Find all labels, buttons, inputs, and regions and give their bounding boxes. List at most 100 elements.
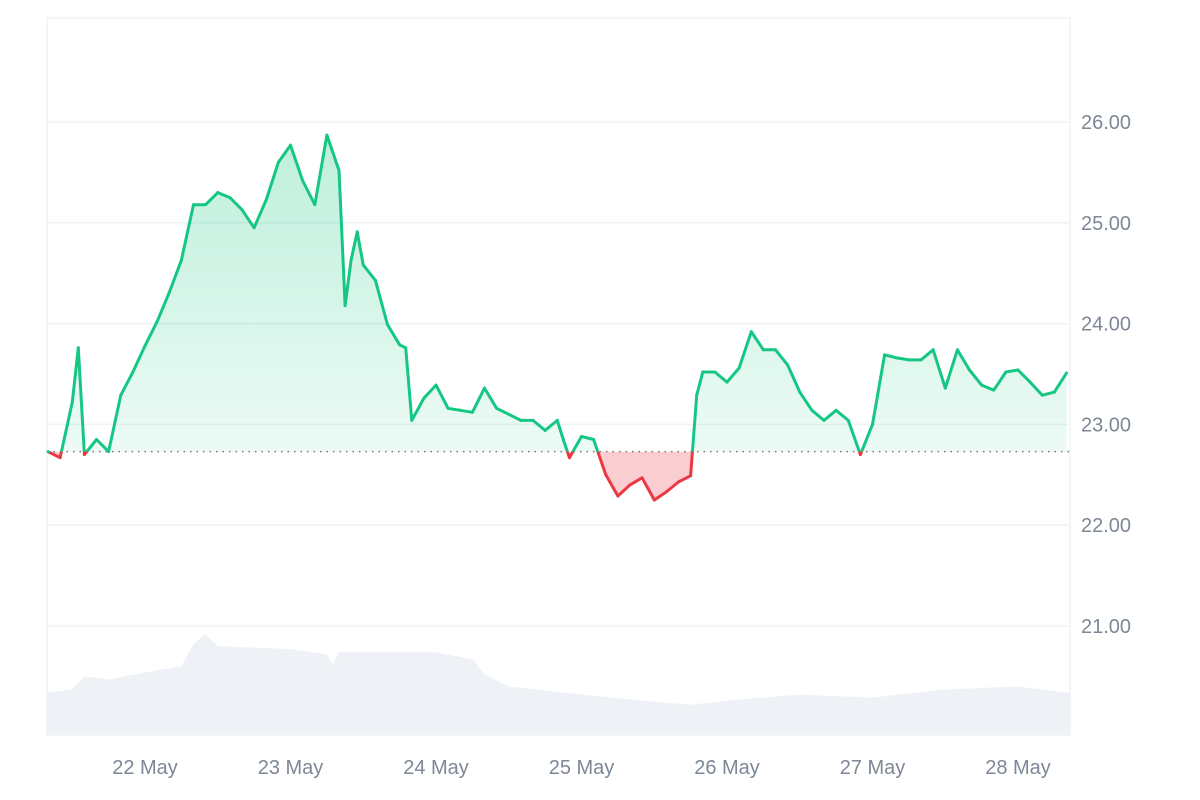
price-point bbox=[131, 370, 135, 374]
price-point bbox=[228, 196, 232, 200]
price-point bbox=[822, 418, 826, 422]
price-point bbox=[919, 358, 923, 362]
price-point bbox=[398, 343, 402, 347]
price-point bbox=[386, 323, 389, 327]
price-point bbox=[543, 428, 547, 432]
y-tick-label: 24.00 bbox=[1081, 314, 1131, 336]
price-point bbox=[1052, 390, 1056, 394]
price-point bbox=[507, 412, 511, 416]
price-point bbox=[179, 258, 183, 262]
price-point bbox=[361, 263, 365, 267]
price-point bbox=[628, 483, 632, 487]
price-points bbox=[46, 133, 1068, 502]
price-point bbox=[82, 453, 86, 457]
price-point bbox=[349, 258, 353, 262]
price-point bbox=[483, 386, 486, 390]
price-point bbox=[992, 388, 996, 392]
price-point bbox=[276, 160, 280, 164]
price-point bbox=[555, 418, 559, 422]
price-point bbox=[931, 348, 935, 352]
price-point bbox=[422, 396, 426, 400]
price-point bbox=[774, 348, 777, 352]
x-tick-label: 28 May bbox=[985, 757, 1051, 779]
y-axis: 21.00 22.00 23.00 24.00 25.00 26.00 bbox=[1081, 112, 1131, 638]
y-tick-label: 23.00 bbox=[1081, 414, 1131, 436]
price-point bbox=[289, 143, 292, 147]
price-point bbox=[883, 353, 887, 357]
price-point bbox=[216, 191, 220, 195]
price-point bbox=[355, 230, 359, 234]
price-point bbox=[677, 480, 680, 484]
price-point bbox=[1004, 370, 1008, 374]
price-point bbox=[373, 278, 377, 282]
price-point bbox=[871, 422, 874, 426]
price-point bbox=[689, 474, 693, 478]
price-point bbox=[76, 346, 80, 350]
price-point bbox=[943, 386, 947, 390]
price-point bbox=[531, 418, 535, 422]
x-tick-label: 25 May bbox=[549, 757, 615, 779]
price-point bbox=[701, 370, 705, 374]
price-area-above-baseline bbox=[48, 135, 1067, 452]
price-point bbox=[786, 363, 790, 367]
price-point bbox=[264, 198, 268, 202]
price-point bbox=[167, 290, 171, 294]
price-point bbox=[470, 410, 474, 414]
price-point bbox=[301, 178, 305, 182]
price-point bbox=[252, 226, 256, 230]
price-point bbox=[664, 490, 668, 494]
price-point bbox=[325, 133, 329, 137]
price-point bbox=[240, 208, 244, 212]
price-point bbox=[846, 418, 850, 422]
x-axis: 22 May 23 May 24 May 25 May 26 May 27 Ma… bbox=[112, 757, 1051, 779]
price-point bbox=[580, 434, 583, 438]
price-point bbox=[592, 438, 596, 442]
price-point bbox=[46, 450, 50, 454]
price-point bbox=[834, 408, 838, 412]
price-point bbox=[410, 418, 414, 422]
price-point bbox=[204, 203, 208, 207]
price-point bbox=[337, 168, 341, 172]
price-point bbox=[1028, 380, 1032, 384]
price-point bbox=[604, 473, 608, 477]
price-point bbox=[725, 380, 729, 384]
price-point bbox=[1065, 371, 1068, 375]
price-point bbox=[749, 330, 753, 334]
x-tick-label: 26 May bbox=[694, 757, 760, 779]
price-point bbox=[446, 406, 450, 410]
y-tick-label: 21.00 bbox=[1081, 616, 1131, 638]
price-point bbox=[895, 356, 899, 360]
price-point bbox=[652, 498, 656, 502]
y-tick-label: 25.00 bbox=[1081, 213, 1131, 235]
price-point bbox=[616, 494, 620, 498]
price-point bbox=[343, 303, 347, 307]
x-tick-label: 24 May bbox=[403, 757, 469, 779]
x-tick-label: 27 May bbox=[840, 757, 906, 779]
price-point bbox=[519, 418, 523, 422]
price-point bbox=[695, 393, 699, 397]
price-point bbox=[640, 476, 644, 480]
price-point bbox=[434, 383, 438, 387]
price-point bbox=[404, 346, 408, 350]
y-tick-label: 22.00 bbox=[1081, 515, 1131, 537]
price-point bbox=[58, 456, 62, 460]
price-point bbox=[810, 408, 814, 412]
price-point bbox=[761, 348, 765, 352]
price-point bbox=[955, 348, 959, 352]
x-tick-label: 23 May bbox=[258, 757, 324, 779]
price-point bbox=[858, 453, 862, 457]
price-point bbox=[192, 203, 195, 207]
price-point bbox=[798, 390, 802, 394]
x-tick-label: 22 May bbox=[112, 757, 178, 779]
price-point bbox=[143, 344, 147, 348]
price-point bbox=[95, 438, 98, 442]
price-point bbox=[313, 203, 317, 207]
price-point bbox=[737, 366, 741, 370]
price-point bbox=[980, 383, 984, 387]
price-point bbox=[107, 450, 111, 454]
price-point bbox=[968, 368, 971, 372]
price-point bbox=[495, 406, 499, 410]
price-point bbox=[155, 320, 159, 324]
price-point bbox=[1016, 368, 1020, 372]
